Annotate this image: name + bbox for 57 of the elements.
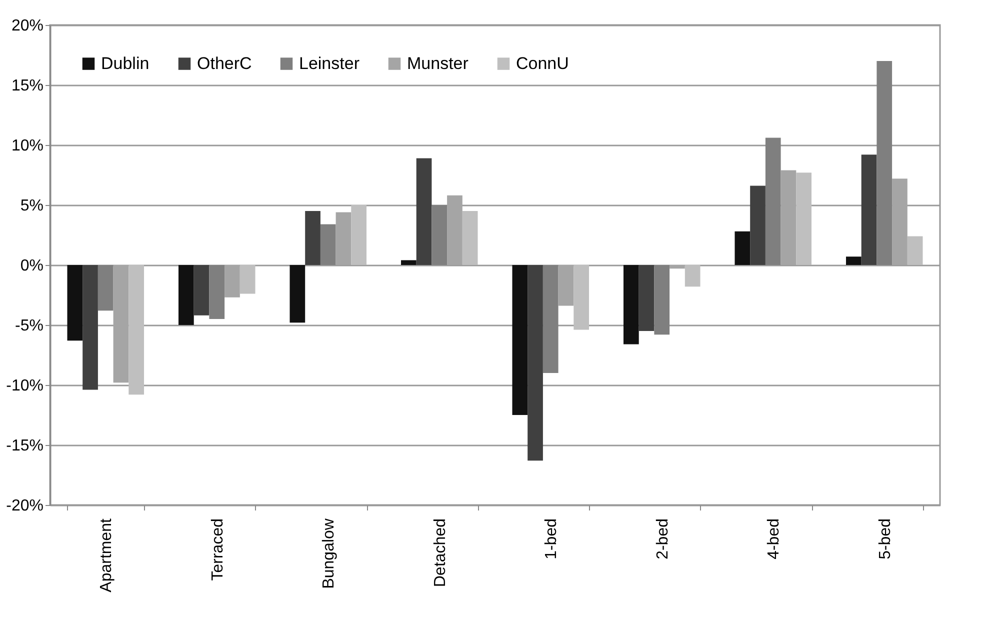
y-tick-label: 15% — [11, 78, 44, 94]
y-tick-label: -5% — [15, 318, 44, 334]
y-tick-label: 0% — [20, 258, 44, 274]
bar — [558, 265, 574, 306]
y-tick-label: 10% — [11, 138, 44, 154]
bar — [846, 256, 862, 265]
bar — [638, 265, 654, 331]
legend-label: Leinster — [299, 54, 360, 73]
x-tick-label: 5-bed — [876, 518, 894, 560]
x-tick-label: 2-bed — [654, 518, 672, 560]
bar — [623, 265, 639, 344]
bar — [209, 265, 225, 319]
bar — [542, 265, 558, 373]
bar — [416, 158, 432, 265]
x-tick-label: Apartment — [98, 518, 116, 592]
bar — [876, 61, 892, 265]
bar — [400, 260, 416, 265]
bar — [734, 231, 750, 265]
bar — [907, 236, 923, 265]
bar — [654, 265, 670, 335]
legend-label: ConnU — [516, 54, 569, 73]
bar — [684, 265, 700, 287]
bar — [320, 224, 336, 265]
legend-label: Munster — [407, 54, 469, 73]
bar — [351, 205, 367, 265]
bar — [750, 186, 766, 265]
bar — [128, 265, 144, 395]
y-tick-label: 20% — [11, 18, 44, 34]
bar — [67, 265, 83, 341]
bar — [796, 172, 812, 265]
bar — [574, 265, 590, 330]
x-tick-label: 1-bed — [543, 518, 560, 560]
bar — [670, 265, 685, 269]
bar — [178, 265, 194, 325]
y-tick-label: -15% — [6, 438, 44, 454]
bar — [224, 265, 240, 298]
y-tick-label: 5% — [20, 198, 44, 214]
bar — [98, 265, 114, 311]
bar — [305, 211, 320, 265]
bar — [290, 265, 306, 323]
bar — [82, 265, 98, 390]
x-tick-label: Terraced — [209, 518, 226, 581]
x-tick-label: 4-bed — [766, 518, 783, 560]
bar — [512, 265, 528, 415]
legend-label: Dublin — [101, 54, 150, 73]
bar — [528, 265, 543, 461]
x-tick-label: Bungalow — [320, 518, 338, 589]
y-tick-label: -10% — [6, 378, 44, 394]
bar — [432, 205, 448, 265]
bar — [240, 265, 256, 294]
legend-label: OtherC — [197, 54, 252, 73]
y-tick-label: -20% — [6, 498, 44, 514]
x-tick-label: Detached — [432, 518, 449, 587]
bar — [861, 154, 877, 265]
bar — [462, 211, 478, 265]
bar — [765, 138, 781, 265]
bar — [194, 265, 210, 316]
